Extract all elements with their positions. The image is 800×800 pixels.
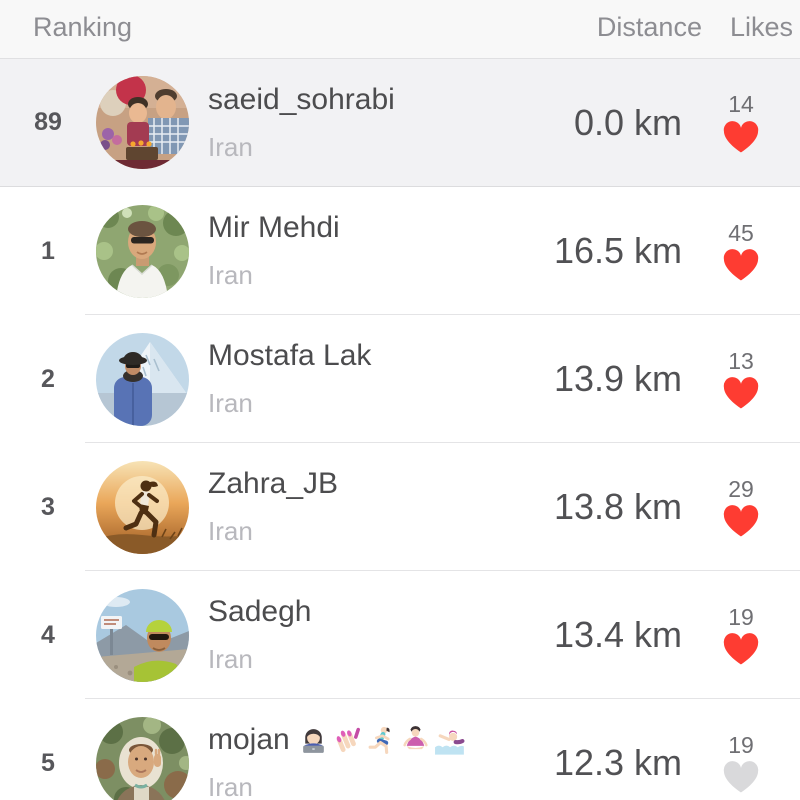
rank-number: 5 [41, 748, 55, 777]
distance-value: 12.3 km [553, 742, 682, 783]
user-country: Iran [208, 131, 253, 162]
distance-value: 13.4 km [553, 614, 682, 655]
woman-running-emoji [368, 726, 390, 754]
avatar-hiker-mountain-photo[interactable] [96, 332, 189, 426]
distance-column-label: Distance [596, 11, 702, 42]
user-info: Mir Mehdi Iran [189, 211, 554, 291]
list-header: Ranking Distance Likes [0, 0, 800, 59]
likes-count: 29 [728, 475, 754, 502]
likes-cell[interactable]: 19 [682, 603, 800, 665]
user-name: mojan [208, 723, 554, 757]
user-name: Zahra_JB [208, 467, 339, 500]
likes-count: 19 [728, 731, 754, 758]
likes-count: 13 [728, 347, 754, 374]
user-info: Sadegh Iran [189, 595, 554, 675]
user-country: Iran [208, 260, 253, 290]
heart-icon[interactable] [723, 633, 759, 665]
avatar-summit-selfie-photo[interactable] [96, 588, 189, 682]
likes-count: 19 [728, 603, 754, 630]
likes-column-label: Likes [729, 11, 793, 42]
avatar-runner-sunset-photo[interactable] [96, 460, 189, 554]
likes-cell[interactable]: 19 [682, 731, 800, 793]
likes-count: 45 [728, 219, 754, 246]
likes-cell[interactable]: 29 [682, 475, 800, 537]
heart-icon[interactable] [723, 120, 759, 153]
leaderboard-row-current-user[interactable]: 89 saeid_sohrabi Iran 0.0 km 14 [0, 59, 800, 187]
woman-technologist-emoji [302, 728, 324, 753]
leaderboard-row[interactable]: 2 Mostafa Lak Iran 13.9 km 13 [0, 315, 800, 443]
distance-value: 16.5 km [553, 230, 682, 271]
user-name: Mostafa Lak [208, 339, 372, 372]
rank-number: 3 [41, 492, 55, 521]
nail-polish-emoji [336, 727, 360, 752]
user-country: Iran [208, 388, 253, 418]
user-name: Sadegh [208, 595, 312, 628]
avatar-woman-headscarf-photo[interactable] [96, 716, 189, 800]
user-country: Iran [208, 644, 253, 674]
likes-cell[interactable]: 14 [682, 91, 800, 153]
ranking-column-label: Ranking [33, 11, 133, 42]
woman-swimming-emoji [434, 730, 465, 755]
rank-number: 1 [41, 236, 55, 265]
user-info: Zahra_JB Iran [189, 467, 554, 547]
leaderboard-row[interactable]: 4 Sadegh Iran 13.4 km 19 [0, 571, 800, 699]
woman-in-lotus-position-emoji [403, 725, 428, 749]
heart-icon[interactable] [723, 505, 759, 537]
user-name: Mir Mehdi [208, 211, 340, 244]
likes-count: 14 [728, 91, 754, 118]
avatar-family-birthday-photo[interactable] [96, 76, 189, 169]
leaderboard-row[interactable]: 3 Zahra_JB Iran 13.8 km 29 [0, 443, 800, 571]
user-country: Iran [208, 516, 253, 546]
user-name: saeid_sohrabi [208, 82, 395, 116]
user-country: Iran [208, 772, 253, 800]
avatar-man-sunglasses-photo[interactable] [96, 204, 189, 298]
likes-cell[interactable]: 13 [682, 347, 800, 409]
user-info: saeid_sohrabi Iran [189, 83, 574, 163]
heart-icon[interactable] [723, 377, 759, 409]
user-info: mojan [189, 723, 554, 800]
rank-number: 89 [34, 108, 62, 136]
distance-value: 13.9 km [553, 358, 682, 399]
rank-number: 2 [41, 364, 55, 393]
heart-icon[interactable] [723, 249, 759, 281]
rank-number: 4 [41, 620, 55, 649]
leaderboard-row[interactable]: 5 mojan [0, 699, 800, 800]
distance-value: 0.0 km [573, 101, 682, 143]
name-emojis [295, 725, 465, 756]
user-info: Mostafa Lak Iran [189, 339, 554, 419]
likes-cell[interactable]: 45 [682, 219, 800, 281]
leaderboard-row[interactable]: 1 Mir Mehdi Iran 16.5 km 45 [0, 187, 800, 315]
heart-icon[interactable] [723, 761, 759, 793]
distance-value: 13.8 km [553, 486, 682, 527]
